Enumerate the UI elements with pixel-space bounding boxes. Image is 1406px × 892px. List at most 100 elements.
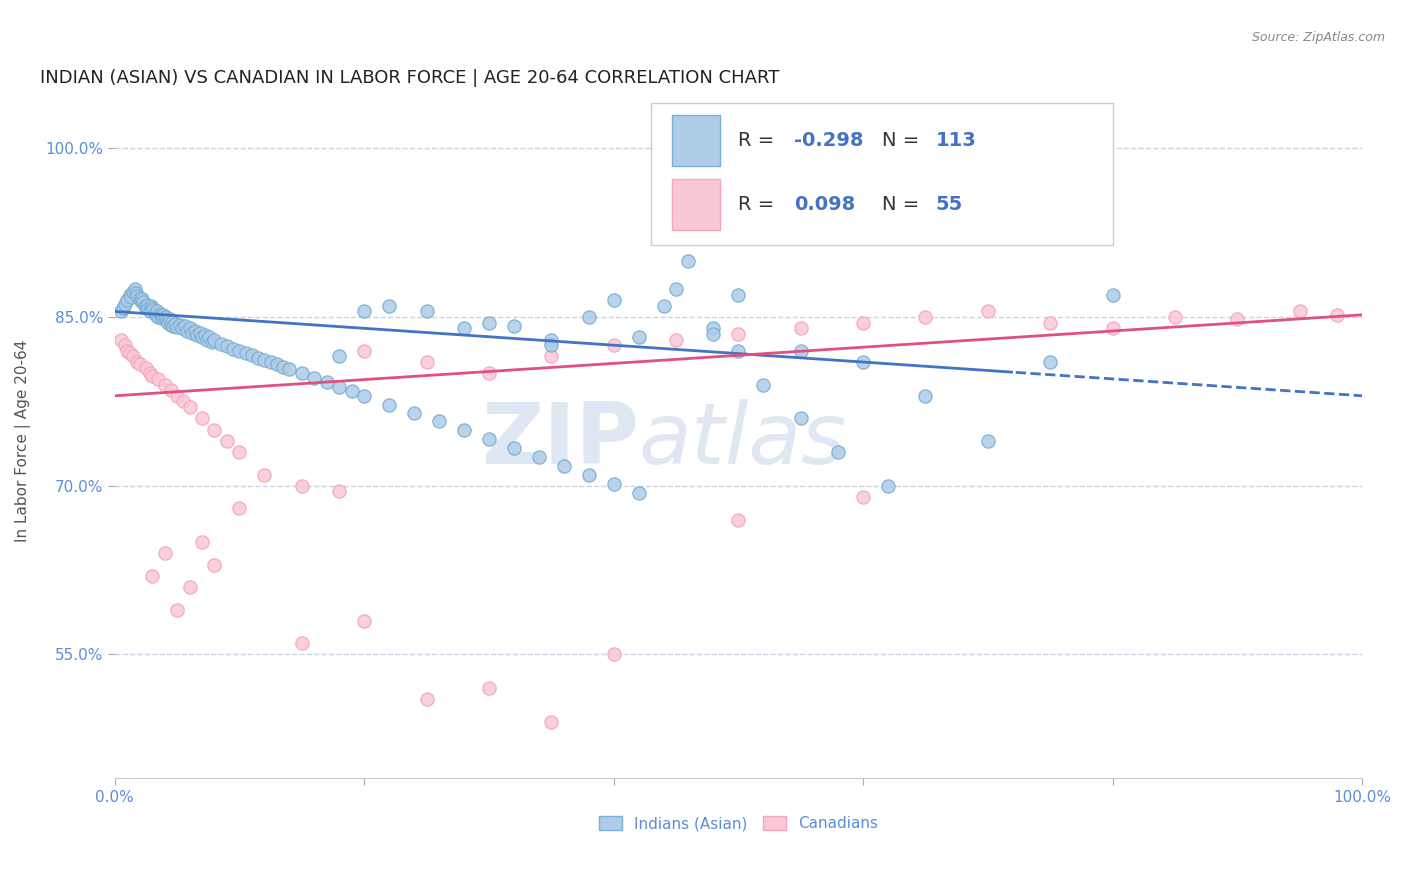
Point <box>1101 321 1123 335</box>
Point <box>141 368 163 383</box>
Point <box>204 423 226 437</box>
Point <box>191 411 214 425</box>
Text: Source: ZipAtlas.com: Source: ZipAtlas.com <box>1251 31 1385 45</box>
Point <box>478 316 501 330</box>
Point <box>191 535 214 549</box>
Point <box>353 343 375 358</box>
Point <box>159 312 181 326</box>
Point <box>138 366 160 380</box>
Point <box>135 301 157 315</box>
Point <box>627 485 650 500</box>
Point <box>353 389 375 403</box>
Point <box>110 304 132 318</box>
Point <box>128 357 150 371</box>
Point <box>852 316 875 330</box>
Point <box>162 319 184 334</box>
Point <box>153 546 176 560</box>
FancyBboxPatch shape <box>672 115 720 166</box>
Point <box>540 350 562 364</box>
Point <box>602 293 624 308</box>
Point <box>156 313 179 327</box>
Point <box>478 432 501 446</box>
Point <box>146 304 169 318</box>
Point <box>727 343 749 358</box>
Point <box>977 304 1000 318</box>
Point <box>852 355 875 369</box>
Legend: Indians (Asian), Canadians: Indians (Asian), Canadians <box>599 816 877 831</box>
Point <box>415 304 437 318</box>
Point <box>148 372 170 386</box>
Point <box>141 301 163 315</box>
Point <box>166 320 188 334</box>
Point <box>131 292 153 306</box>
Point <box>159 383 181 397</box>
Point <box>271 359 294 374</box>
Point <box>134 299 156 313</box>
Point <box>914 389 936 403</box>
Point <box>129 294 152 309</box>
Point <box>235 346 257 360</box>
Point <box>209 337 232 351</box>
Point <box>198 330 221 344</box>
Text: N =: N = <box>882 131 920 150</box>
Point <box>143 305 166 319</box>
Point <box>215 434 238 448</box>
Point <box>138 302 160 317</box>
Point <box>141 568 163 582</box>
Point <box>188 326 211 340</box>
Point <box>827 445 849 459</box>
Point <box>478 681 501 696</box>
Point <box>201 334 224 349</box>
FancyBboxPatch shape <box>672 179 720 230</box>
Point <box>127 288 149 302</box>
Point <box>253 352 276 367</box>
Point <box>228 501 250 516</box>
Point <box>193 328 215 343</box>
Point <box>155 310 177 324</box>
Point <box>340 384 363 399</box>
Point <box>153 377 176 392</box>
Point <box>378 299 401 313</box>
Point <box>328 484 350 499</box>
Point <box>1326 308 1348 322</box>
Point <box>172 394 194 409</box>
Point <box>191 330 214 344</box>
Point <box>540 338 562 352</box>
Point <box>118 346 141 360</box>
Point <box>170 321 193 335</box>
Point <box>427 413 450 427</box>
Point <box>139 299 162 313</box>
Point <box>145 308 167 322</box>
Point <box>240 348 263 362</box>
Point <box>402 406 425 420</box>
Point <box>727 287 749 301</box>
Point <box>138 304 160 318</box>
Text: R =: R = <box>738 195 775 214</box>
Text: 0.098: 0.098 <box>794 195 856 214</box>
Point <box>115 293 138 308</box>
Point <box>114 296 136 310</box>
Point <box>1226 312 1249 326</box>
Point <box>215 339 238 353</box>
Text: INDIAN (ASIAN) VS CANADIAN IN LABOR FORCE | AGE 20-64 CORRELATION CHART: INDIAN (ASIAN) VS CANADIAN IN LABOR FORC… <box>39 69 779 87</box>
Point <box>652 299 675 313</box>
Point <box>195 333 218 347</box>
Point <box>602 648 624 662</box>
Text: 113: 113 <box>935 131 976 150</box>
Point <box>328 350 350 364</box>
Point <box>181 326 204 340</box>
Point <box>553 458 575 473</box>
Text: ZIP: ZIP <box>481 400 638 483</box>
Point <box>540 333 562 347</box>
Point <box>160 314 183 328</box>
Point <box>153 312 176 326</box>
Point <box>540 714 562 729</box>
Point <box>176 324 198 338</box>
Point <box>665 333 688 347</box>
Point <box>502 441 524 455</box>
Point <box>247 351 270 365</box>
Point <box>142 303 165 318</box>
Point <box>291 366 314 380</box>
Point <box>977 434 1000 448</box>
Point <box>415 355 437 369</box>
